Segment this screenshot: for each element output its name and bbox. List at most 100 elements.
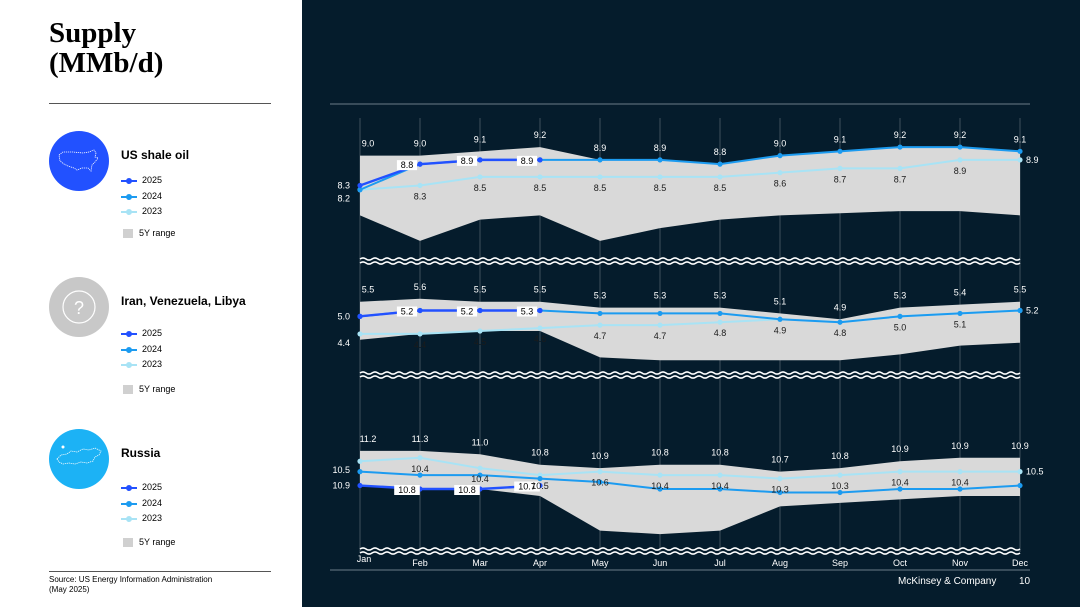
data-label-mid-bg xyxy=(456,155,478,166)
data-label-high: 5.5 xyxy=(474,285,487,295)
data-label-high: 10.9 xyxy=(1011,441,1029,451)
panel-name-ivl: Iran, Venezuela, Libya xyxy=(121,294,246,308)
data-label-high: 10.8 xyxy=(711,448,729,458)
series-2024-point xyxy=(777,316,783,322)
series-2023-line xyxy=(359,158,1020,191)
data-label-low: 8.3 xyxy=(414,191,427,201)
legend-5y-range: 5Y range xyxy=(121,383,175,395)
data-label-mid: 10.9 xyxy=(332,481,350,491)
month-tick-label: Feb xyxy=(412,558,428,568)
data-label-low: 10.4 xyxy=(471,474,489,484)
series-2024-point xyxy=(897,144,903,150)
data-label-mid-bg xyxy=(456,306,478,317)
series-2024-point xyxy=(357,187,363,193)
series-2025-point xyxy=(417,307,423,314)
series-2023-point xyxy=(477,328,483,334)
series-2023-point xyxy=(657,322,663,328)
data-label-high: 5.3 xyxy=(714,291,727,301)
series-2024-point xyxy=(657,310,663,317)
data-label-high: 11.2 xyxy=(360,434,377,444)
axis-break-mark xyxy=(359,371,1021,375)
series-2024-point xyxy=(1017,482,1023,489)
legend-2024: 2024 xyxy=(121,343,162,355)
page-title: Supply (MMb/d) xyxy=(49,18,163,78)
series-2024-point xyxy=(477,472,483,478)
data-label-mid: 5.2 xyxy=(461,307,474,317)
axis-break-mark xyxy=(359,547,1021,551)
series-2023-point xyxy=(597,174,603,180)
data-label-low: 8.7 xyxy=(834,174,847,184)
legend-2025: 2025 xyxy=(121,174,162,186)
data-label-mid: 8.8 xyxy=(401,160,414,170)
series-2024-point xyxy=(657,157,663,163)
data-label-high: 10.8 xyxy=(831,451,849,461)
data-label-high: 10.8 xyxy=(651,448,669,458)
data-label-high: 5.3 xyxy=(594,291,607,301)
series-2023-point xyxy=(657,174,663,180)
data-label-high: 5.5 xyxy=(362,285,375,295)
data-label-mid: 8.9 xyxy=(461,156,474,166)
data-label-low: 5.2 xyxy=(1026,306,1039,316)
series-2023-point xyxy=(417,455,423,461)
data-label-high: 5.1 xyxy=(774,296,787,306)
data-label-low: 8.5 xyxy=(714,183,727,193)
series-2023-point xyxy=(597,469,603,475)
series-2023-point xyxy=(717,174,723,180)
data-label-mid-bg xyxy=(516,306,538,317)
series-2023-point xyxy=(477,465,483,471)
data-label-high: 5.5 xyxy=(534,285,547,295)
series-2024-point xyxy=(537,475,543,482)
data-label-low: 10.5 xyxy=(531,481,549,491)
series-2023-point xyxy=(777,170,783,176)
series-2024-point xyxy=(597,479,603,485)
data-label-high: 11.0 xyxy=(472,437,489,447)
series-2023-point xyxy=(537,325,543,331)
data-label-high: 5.3 xyxy=(894,291,907,301)
series-2024-point xyxy=(957,486,963,492)
data-label-high: 9.1 xyxy=(1014,134,1027,144)
data-label-low: 4.4 xyxy=(337,338,350,348)
title-line-1: Supply xyxy=(49,17,137,49)
data-label-high: 9.2 xyxy=(894,130,907,140)
left-panel: Supply (MMb/d) US shale oil 2025 2024 20… xyxy=(0,0,302,607)
data-label-high: 10.9 xyxy=(951,441,969,451)
data-label-mid: 10.8 xyxy=(458,485,476,495)
series-2025-point xyxy=(537,307,543,314)
series-2025-point xyxy=(357,482,363,489)
panel-name-russia: Russia xyxy=(121,446,161,460)
series-2023-point xyxy=(717,472,723,478)
series-2023-point xyxy=(537,174,543,180)
legend-2025: 2025 xyxy=(121,327,162,339)
series-2024-point xyxy=(717,310,723,317)
data-label-low: 8.9 xyxy=(1026,155,1039,165)
data-label-high: 5.3 xyxy=(654,291,667,301)
series-2024-point xyxy=(897,313,903,319)
series-2025-line xyxy=(359,158,540,187)
data-label-low: 4.5 xyxy=(474,337,487,347)
data-label-mid-bg xyxy=(514,481,540,492)
legend-2023: 2023 xyxy=(121,512,162,524)
series-2025-point xyxy=(537,157,543,163)
svg-text:?: ? xyxy=(74,298,84,318)
data-label-high: 11.3 xyxy=(412,434,429,444)
title-line-2: (MMb/d) xyxy=(49,47,164,79)
data-label-high: 9.0 xyxy=(362,139,375,149)
data-label-high: 5.4 xyxy=(954,288,967,298)
data-label-mid: 10.7 xyxy=(518,482,536,492)
page-number: 10 xyxy=(1019,576,1031,587)
data-label-low: 10.4 xyxy=(711,481,729,491)
series-2024-point xyxy=(777,489,783,496)
data-label-low: 10.5 xyxy=(332,465,350,475)
data-label-low: 8.5 xyxy=(654,183,667,193)
series-2024-point xyxy=(837,489,843,496)
data-label-low: 10.3 xyxy=(831,481,849,491)
series-2024-point xyxy=(837,148,843,154)
series-2023-line xyxy=(359,456,1020,480)
data-label-low: 5.1 xyxy=(954,319,967,329)
series-2024-point xyxy=(417,472,423,478)
month-tick-label: Nov xyxy=(952,558,969,568)
data-label-low: 4.8 xyxy=(834,328,847,338)
legend-2023: 2023 xyxy=(121,205,162,217)
data-label-high: 9.2 xyxy=(534,130,547,140)
series-2024-point xyxy=(597,157,603,163)
